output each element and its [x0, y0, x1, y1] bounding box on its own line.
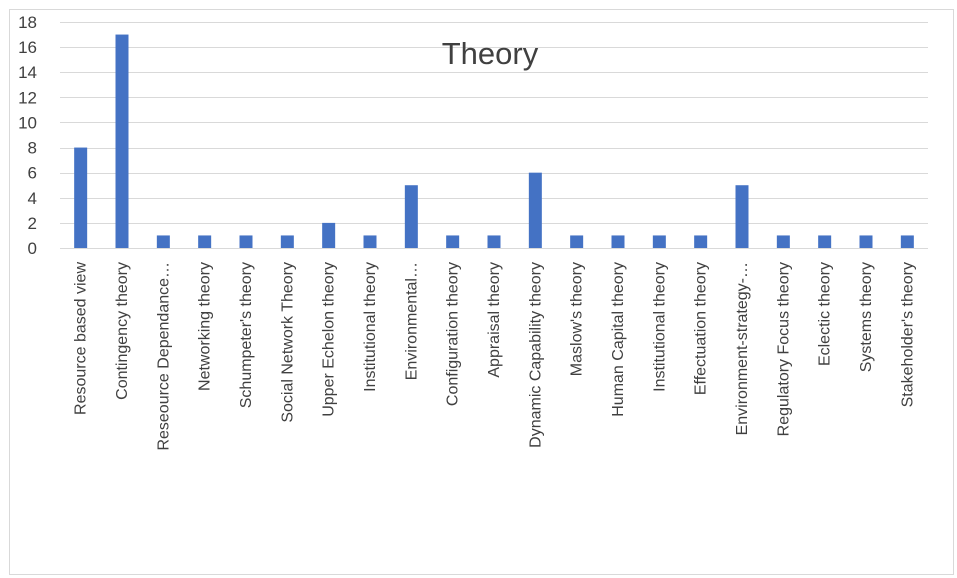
y-tick-label: 14 — [18, 63, 37, 82]
bar — [487, 235, 501, 248]
bar — [446, 235, 460, 248]
x-tick-label: Appraisal theory — [486, 262, 503, 378]
bar — [611, 235, 625, 248]
x-tick-label: Networking theory — [197, 262, 214, 391]
bar — [694, 235, 708, 248]
y-tick-label: 18 — [18, 13, 37, 32]
x-tick-label: Effectuation theory — [693, 262, 710, 395]
bar — [74, 147, 88, 248]
y-tick-label: 12 — [18, 88, 37, 107]
x-tick-label: Dynamic Capability theory — [527, 262, 544, 448]
bar — [735, 185, 749, 248]
x-tick-label: Institutional theory — [651, 262, 668, 392]
bar — [776, 235, 790, 248]
bar — [156, 235, 170, 248]
bar — [115, 34, 129, 248]
chart-frame — [9, 9, 954, 575]
chart-title: Theory — [442, 36, 539, 71]
bar — [652, 235, 666, 248]
x-tick-label: Stakeholder's theory — [899, 262, 916, 407]
x-tick-label: Reseource Dependance… — [155, 262, 172, 451]
x-tick-label: Contingency theory — [114, 262, 131, 400]
bar — [322, 222, 336, 248]
x-tick-label: Institutional theory — [362, 262, 379, 392]
y-tick-label: 6 — [28, 164, 37, 183]
bar — [239, 235, 253, 248]
x-tick-label: Configuration theory — [445, 262, 462, 406]
y-tick-label: 2 — [28, 214, 37, 233]
x-tick-label: Systems theory — [858, 262, 875, 372]
tick-labels: 0 2 4 6 8 10 12 14 16 18 Resource based view Contin… — [18, 13, 916, 451]
gridlines — [60, 22, 928, 224]
y-tick-label: 8 — [28, 139, 37, 158]
y-tick-label: 10 — [18, 113, 37, 132]
bar — [280, 235, 294, 248]
bar — [404, 185, 418, 248]
x-tick-label: Schumpeter's theory — [238, 262, 255, 408]
x-tick-label: Eclectic theory — [817, 262, 834, 366]
x-tick-label: Environment-strategy-… — [734, 262, 751, 435]
y-tick-label: 0 — [28, 239, 37, 258]
x-tick-label: Resource based view — [73, 262, 90, 415]
x-tick-label: Maslow's theory — [569, 262, 586, 376]
x-tick-label: Environmental… — [403, 262, 420, 380]
bar — [198, 235, 212, 248]
bar — [859, 235, 873, 248]
bar — [818, 235, 832, 248]
x-tick-label: Human Capital theory — [610, 262, 627, 417]
bar — [528, 172, 542, 248]
x-tick-label: Social Network Theory — [279, 262, 296, 423]
y-tick-label: 16 — [18, 38, 37, 57]
bars — [74, 34, 914, 248]
x-tick-label: Regulatory Focus theory — [775, 262, 792, 436]
bar — [900, 235, 914, 248]
bar — [570, 235, 584, 248]
y-tick-label: 4 — [28, 189, 37, 208]
x-tick-label: Upper Echelon theory — [321, 262, 338, 417]
bar — [363, 235, 377, 248]
